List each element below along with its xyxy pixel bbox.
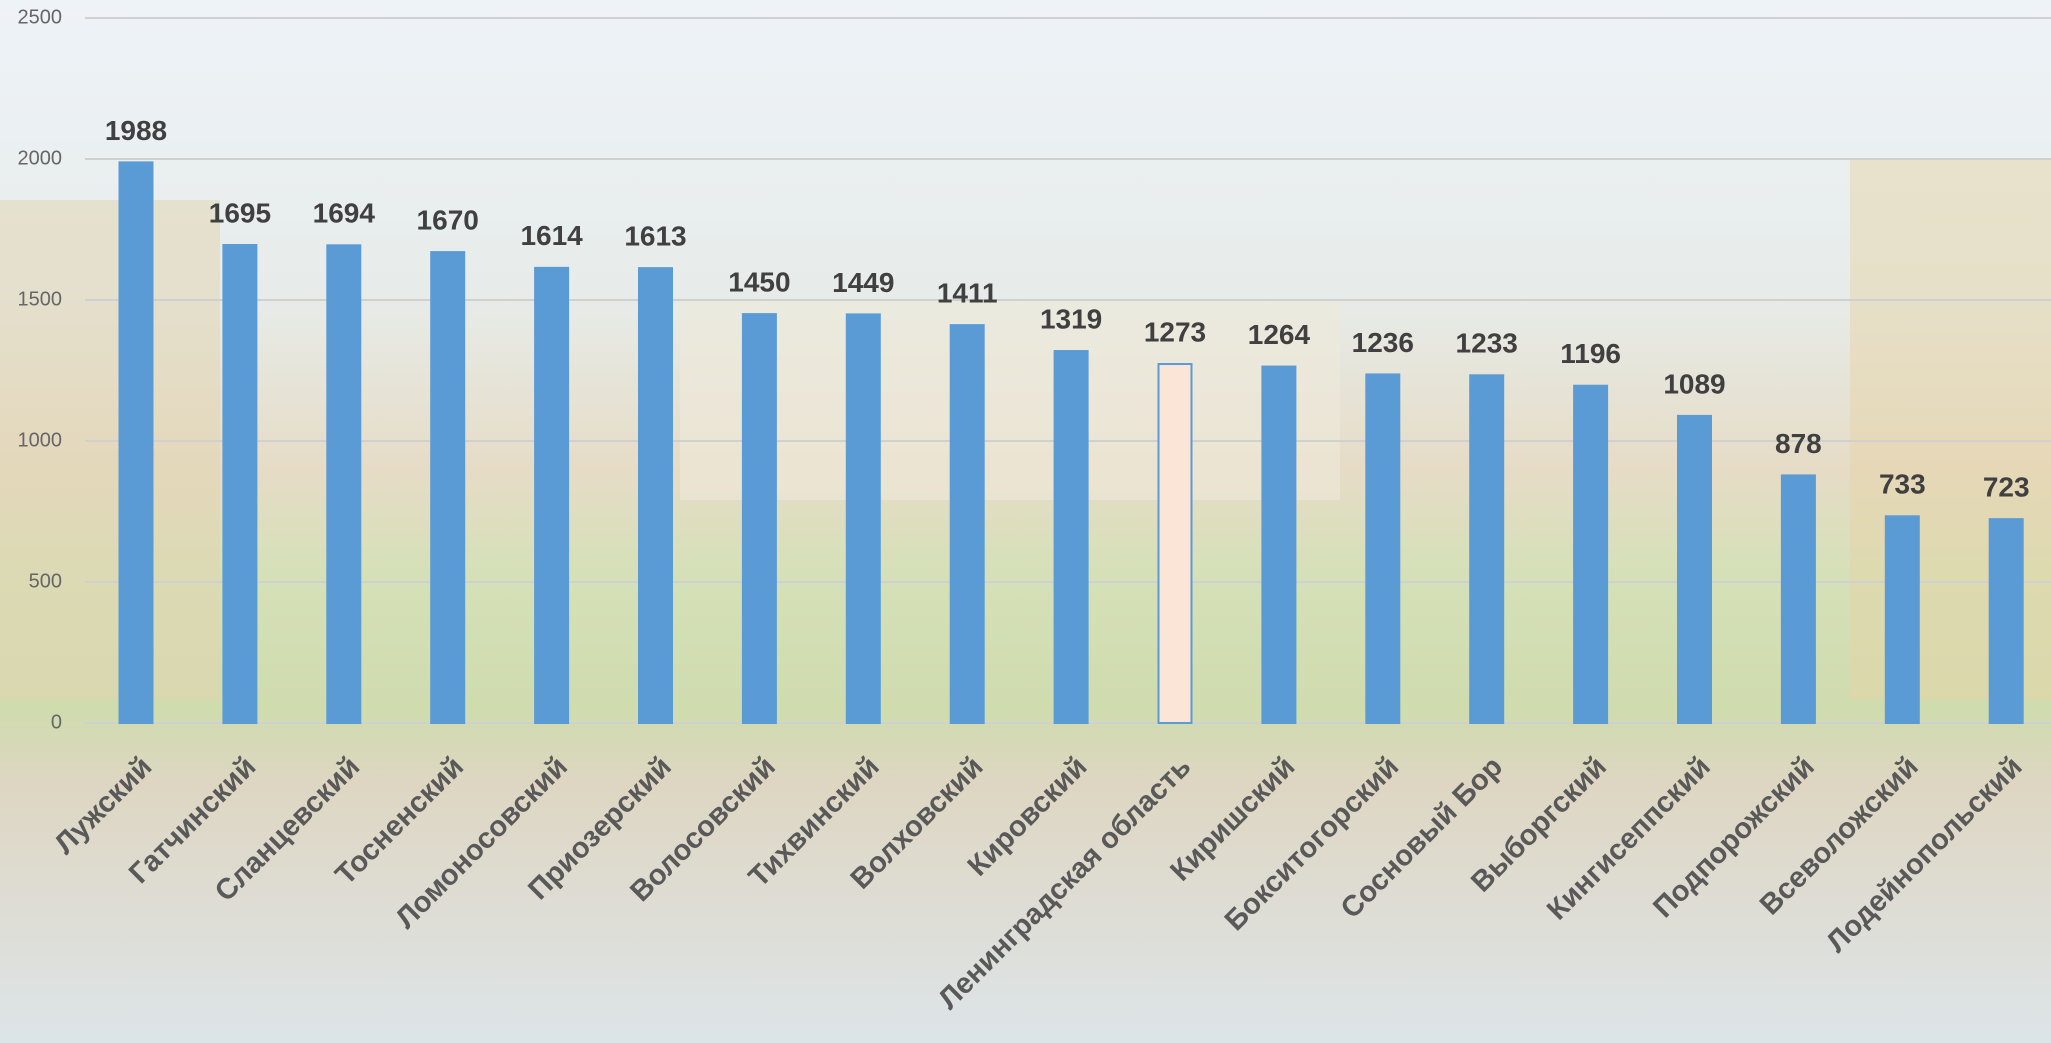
bar: [1573, 384, 1609, 724]
bar: [1365, 373, 1401, 724]
value-label: 1450: [728, 266, 790, 297]
bar: [741, 313, 777, 724]
value-label: 1264: [1248, 319, 1311, 350]
value-label: 878: [1775, 428, 1822, 459]
y-tick-label: 500: [29, 570, 62, 592]
bar: [638, 267, 673, 724]
value-label: 1988: [105, 115, 167, 146]
bar: [430, 251, 466, 724]
bar: [1261, 365, 1297, 724]
value-label: 1196: [1560, 338, 1621, 369]
value-label: 1236: [1352, 327, 1414, 358]
y-tick-label: 0: [51, 711, 62, 733]
value-label: 1695: [209, 197, 271, 228]
bar: [326, 244, 362, 725]
value-label: 1694: [313, 198, 376, 229]
bar: [949, 324, 985, 724]
value-label: 1614: [520, 220, 583, 251]
y-tick-label: 1000: [18, 429, 63, 451]
y-tick-label: 2500: [18, 6, 63, 28]
value-label: 1670: [417, 204, 479, 235]
value-label: 1319: [1040, 303, 1102, 334]
bar: [534, 266, 570, 724]
bar: [1780, 474, 1816, 724]
value-label: 1233: [1456, 328, 1518, 359]
bar: [1677, 414, 1712, 724]
background-palace: [680, 300, 1340, 500]
value-label: 1613: [624, 221, 686, 252]
y-tick-label: 2000: [18, 147, 63, 169]
bar: [1157, 363, 1193, 724]
bar: [222, 244, 258, 724]
bar: [118, 161, 154, 725]
value-label: 733: [1879, 469, 1926, 500]
bar: [1988, 518, 2024, 725]
value-label: 1449: [832, 267, 894, 298]
bar: [1053, 350, 1089, 724]
value-label: 1089: [1663, 368, 1725, 399]
background-trees: [0, 200, 220, 700]
value-label: 723: [1983, 472, 2030, 503]
bar: [845, 313, 881, 724]
y-tick-label: 1500: [18, 288, 63, 310]
value-label: 1411: [937, 277, 998, 308]
bar: [1469, 374, 1505, 724]
value-label: 1273: [1144, 316, 1206, 347]
bar: [1884, 515, 1920, 724]
